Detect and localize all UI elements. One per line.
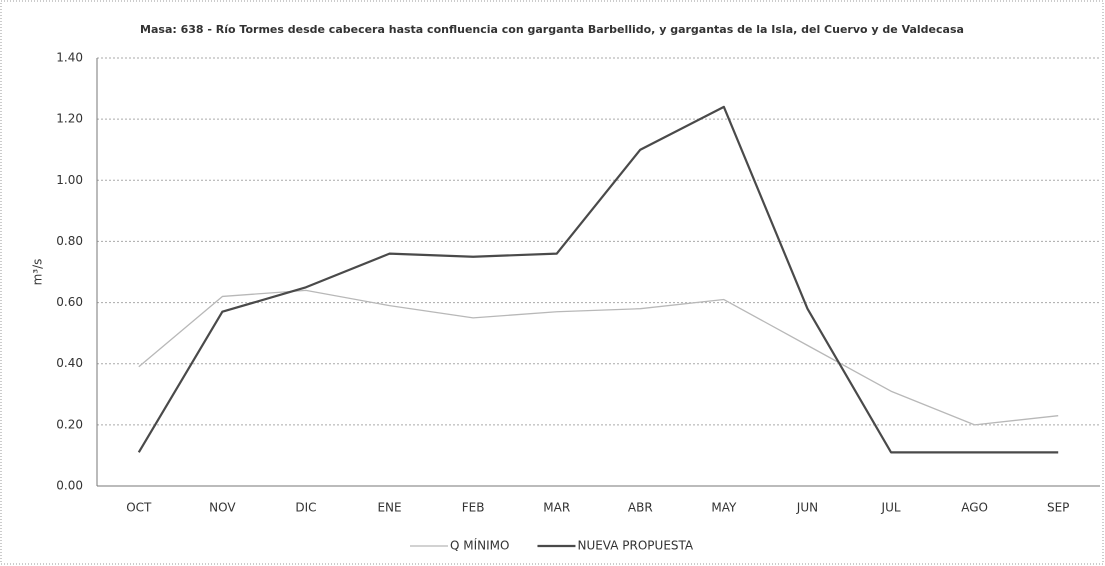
legend-label: NUEVA PROPUESTA: [577, 539, 693, 553]
y-tick-label: 0.20: [56, 417, 83, 431]
y-tick-label: 0.40: [56, 356, 83, 370]
x-tick-label: ABR: [628, 501, 653, 515]
series-line: [138, 289, 1059, 426]
x-tick-label: ENE: [377, 501, 401, 515]
x-tick-label: DIC: [295, 501, 316, 515]
x-tick-label: OCT: [126, 501, 152, 515]
y-tick-label: 0.00: [56, 479, 83, 493]
x-tick-label: AGO: [961, 501, 988, 515]
x-tick-label: JUL: [881, 501, 901, 515]
x-tick-label: MAY: [711, 501, 737, 515]
legend-label: Q MÍNIMO: [450, 538, 509, 553]
series-line: [137, 105, 1059, 454]
y-tick-label: 0.80: [56, 234, 83, 248]
y-tick-label: 0.60: [56, 295, 83, 309]
x-tick-label: JUN: [796, 501, 818, 515]
x-tick-label: SEP: [1047, 501, 1069, 515]
y-tick-label: 1.20: [56, 112, 83, 126]
y-tick-label: 1.00: [56, 173, 83, 187]
x-tick-label: MAR: [543, 501, 570, 515]
x-tick-label: FEB: [462, 501, 485, 515]
x-tick-label: NOV: [209, 501, 236, 515]
y-axis-label: m³/s: [31, 259, 45, 286]
chart-title: Masa: 638 - Río Tormes desde cabecera ha…: [140, 23, 964, 36]
y-tick-label: 1.40: [56, 51, 83, 65]
